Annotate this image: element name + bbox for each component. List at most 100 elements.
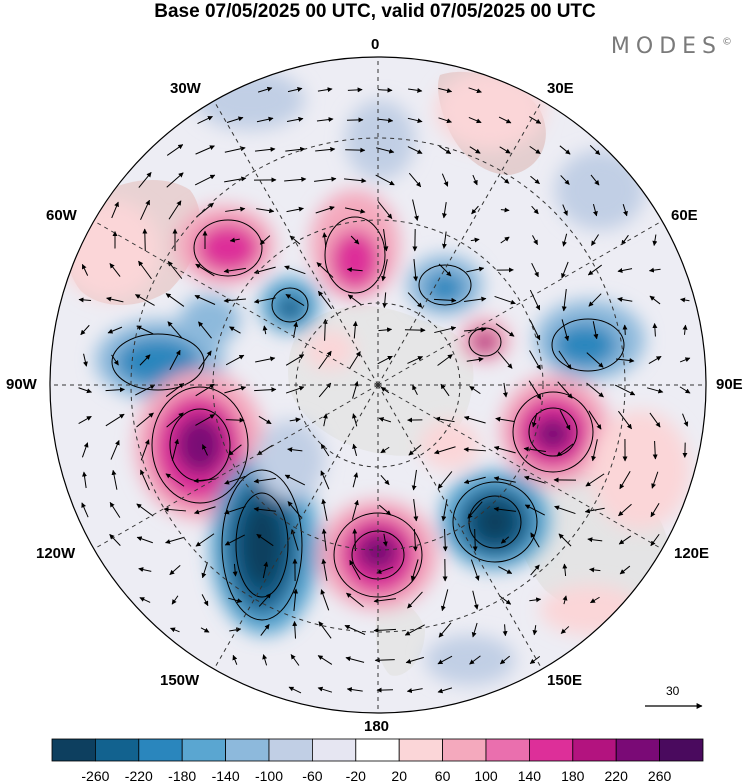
wind-arrow <box>562 563 568 577</box>
wind-arrow <box>253 297 276 304</box>
wind-arrow <box>530 532 540 548</box>
wind-arrow <box>441 173 449 187</box>
wind-arrow <box>169 349 181 370</box>
wind-arrow <box>287 501 303 519</box>
wind-arrow <box>257 86 273 93</box>
colorbar-swatch <box>659 738 704 762</box>
wind-arrow <box>407 117 423 124</box>
wind-arrow <box>254 146 276 152</box>
wind-arrow <box>200 627 210 633</box>
wind-arrow <box>438 263 452 277</box>
wind-arrow <box>615 358 635 364</box>
wind-arrow <box>437 687 453 694</box>
wind-arrow <box>619 470 631 490</box>
colorbar-tick-label: -260 <box>81 768 109 783</box>
wind-arrow <box>318 621 332 639</box>
wind-arrow <box>288 686 302 694</box>
wind-arrow <box>381 259 388 282</box>
meridian-line <box>93 384 379 550</box>
wind-arrow <box>81 502 89 518</box>
wind-arrow <box>225 417 245 423</box>
wind-arrow <box>136 536 153 544</box>
wind-arrow <box>560 626 570 634</box>
copyright-mark: © <box>722 36 732 48</box>
wind-arrow <box>407 591 423 609</box>
wind-arrow <box>347 294 363 306</box>
new-zealand-landmass <box>375 599 425 676</box>
wind-arrow <box>648 355 662 365</box>
anomaly-patch <box>425 635 515 685</box>
wind-arrow <box>226 116 244 124</box>
brand-text: MODES <box>610 34 722 59</box>
wind-arrow <box>347 87 363 93</box>
wind-arrow <box>650 502 660 518</box>
wind-arrow <box>171 438 180 461</box>
wind-arrow <box>136 325 154 335</box>
wind-arrow <box>470 237 480 243</box>
label-lon-30w: 30W <box>170 80 201 97</box>
wind-arrow <box>169 564 181 576</box>
contour-line <box>193 219 263 277</box>
wind-arrow <box>105 413 125 427</box>
wind-arrow <box>255 356 276 363</box>
map-boundary <box>49 56 707 714</box>
wind-arrow <box>293 588 299 611</box>
wind-arrow <box>284 474 306 486</box>
colorbar-tick-label: 20 <box>391 768 407 783</box>
wind-arrow <box>531 412 538 428</box>
wind-arrow <box>500 207 510 213</box>
contour-line <box>512 391 594 473</box>
wind-arrow <box>440 383 450 397</box>
colorbar-swatch <box>95 738 140 762</box>
anomaly-patch <box>275 294 305 322</box>
map-disc <box>50 57 706 713</box>
wind-arrow <box>223 298 246 304</box>
anomaly-patch <box>590 410 690 530</box>
wind-arrow <box>260 624 270 636</box>
wind-arrow <box>467 501 483 519</box>
wind-arrow <box>528 116 542 124</box>
label-lon-150w: 150W <box>160 672 200 689</box>
colorbar-swatch <box>529 738 574 762</box>
wind-arrow <box>109 263 121 277</box>
wind-arrow <box>469 385 481 395</box>
wind-arrow <box>232 563 238 577</box>
wind-arrow <box>225 354 245 366</box>
wind-arrow <box>468 117 482 124</box>
wind-arrow <box>286 206 304 213</box>
wind-arrow <box>287 86 303 93</box>
wind-arrow <box>622 324 628 335</box>
wind-arrow <box>345 147 366 153</box>
wind-arrow <box>377 355 393 365</box>
wind-arrow <box>224 385 247 394</box>
wind-arrow <box>262 325 268 335</box>
wind-arrow <box>682 413 689 427</box>
wind-arrow <box>136 412 154 428</box>
wind-arrow <box>195 414 215 426</box>
wind-arrow <box>194 506 216 515</box>
contour-lines <box>111 216 625 621</box>
colorbar-swatch <box>615 738 661 762</box>
wind-arrow <box>499 146 511 154</box>
wind-arrow <box>437 354 453 366</box>
colorbar-tick-label: -100 <box>255 768 283 783</box>
wind-arrow <box>532 235 538 246</box>
wind-arrow <box>254 387 277 393</box>
wind-arrow <box>285 146 306 152</box>
wind-arrow <box>434 326 457 334</box>
colorbar-swatch <box>572 738 617 762</box>
label-lon-180: 180 <box>364 718 390 735</box>
wind-arrow <box>195 263 215 277</box>
modes-logo: MODES© <box>611 34 732 59</box>
wind-arrow <box>498 595 512 605</box>
anomaly-patch <box>255 420 325 500</box>
wind-arrow <box>524 504 545 516</box>
wind-arrow <box>165 536 185 544</box>
meridian-line <box>213 384 379 670</box>
contour-line <box>151 386 249 504</box>
wind-arrow <box>256 533 274 547</box>
wind-arrow <box>588 293 602 307</box>
colorbar-swatch <box>398 738 444 762</box>
wind-arrow <box>167 260 183 279</box>
anomaly-patch <box>330 230 380 290</box>
